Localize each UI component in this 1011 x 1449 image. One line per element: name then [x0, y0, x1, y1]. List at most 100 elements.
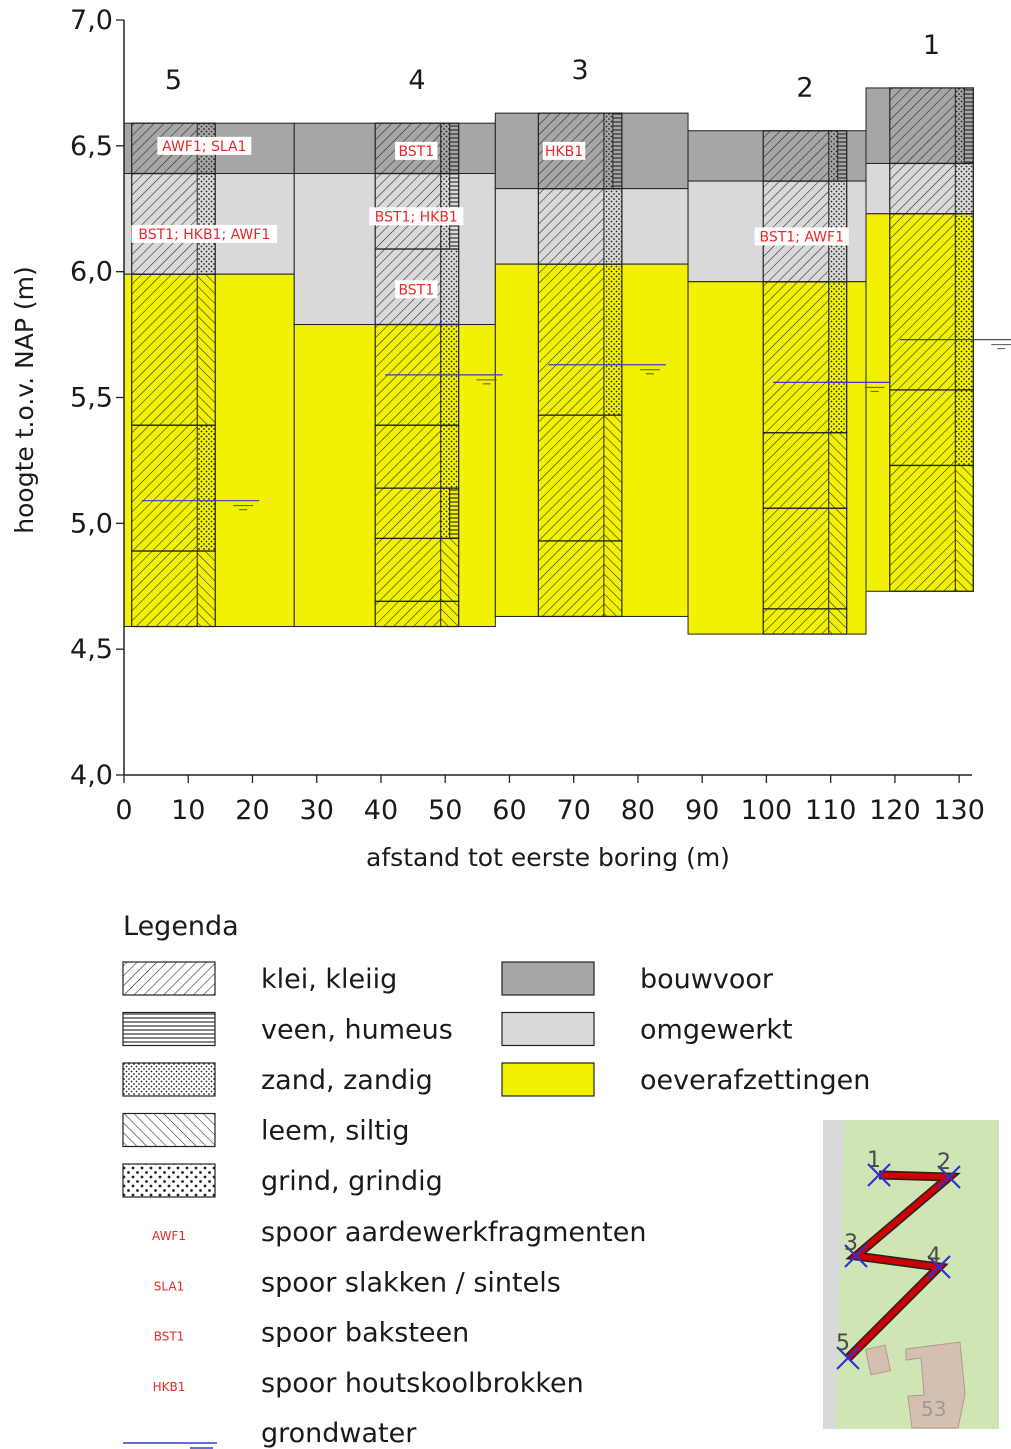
layer-main-klei: [538, 415, 604, 541]
map-building-small: [864, 1344, 892, 1376]
boring-5-layer-4: [131, 424, 216, 552]
map-point-cross: [927, 1255, 951, 1279]
boring-5-layer-5: [131, 550, 216, 628]
layer-side-zand: [828, 281, 847, 433]
layer-side-zand: [603, 188, 622, 265]
layer-main-klei: [763, 608, 829, 635]
groundwater-boring-4: [385, 374, 503, 385]
find-tag-background: [395, 141, 438, 160]
legend-code-SLA1: SLA1 spoor slakken / sintels: [154, 1267, 561, 1298]
legend: Legenda klei, kleiig veen, humeus zand, za…: [122, 911, 870, 1449]
layer-side-leem: [440, 538, 459, 602]
layer-main-klei: [131, 425, 198, 552]
soil-cross-section-chart: AWF1; SLA1 BST1; HKB1; AWF1 BST1 BST1; HKB1…: [10, 5, 1011, 872]
legend-swatch-zand: [122, 1062, 216, 1097]
layer-side-zand: [603, 113, 613, 189]
find-tag-text: AWF1; SLA1: [162, 139, 246, 155]
boring-labels: 5 4 3 2 1: [165, 30, 940, 104]
y-tick-label: 7,0: [70, 5, 113, 36]
layer-side-leem: [955, 465, 974, 592]
layer-side-zand: [955, 389, 974, 466]
map-point-cross: [836, 1346, 860, 1370]
find-tag-background: [131, 224, 278, 243]
map-building-house: [905, 1341, 966, 1429]
legend-unit-label: omgewerkt: [640, 1015, 793, 1046]
legend-unit-label: bouwvoor: [640, 964, 774, 995]
legend-unit-swatch: [501, 1062, 595, 1097]
map-point-cross: [937, 1165, 961, 1189]
legend-code-AWF1: AWF1 spoor aardewerkfragmenten: [152, 1217, 646, 1248]
layer-side-leem: [440, 601, 459, 627]
legend-title: Legenda: [123, 911, 239, 942]
groundwater-boring-5: [141, 500, 260, 511]
layer-main-klei: [889, 465, 956, 592]
groundwater-boring-1: [899, 339, 1011, 350]
map-point-label: 1: [867, 1148, 881, 1173]
boring-label-3: 3: [572, 55, 589, 86]
layer-outline: [762, 608, 848, 635]
x-tick-label: 40: [364, 795, 398, 826]
legend-label-zand: zand, zandig: [261, 1065, 433, 1096]
layer-main-klei: [889, 87, 956, 164]
legend-code-label: spoor houtskoolbrokken: [261, 1368, 584, 1399]
layer-main-klei: [763, 508, 829, 609]
layer-side-zand: [440, 488, 450, 539]
map-background: [823, 1120, 999, 1429]
map-road: [823, 1120, 845, 1429]
layer-main-klei: [889, 213, 956, 390]
find-tag-boring-2: BST1; AWF1: [754, 227, 849, 246]
boring-3-layer-5: [537, 540, 623, 618]
layer-main-klei: [131, 274, 198, 426]
x-tick-label: 130: [933, 795, 985, 826]
legend-unit-label: oeverafzettingen: [640, 1065, 870, 1096]
x-axis-title: afstand tot eerste boring (m): [366, 843, 730, 872]
layer-side-veen: [449, 488, 459, 539]
find-tag-background: [157, 136, 252, 155]
boring-2-layer-1: [762, 130, 848, 182]
legend-code-symbol: SLA1: [154, 1279, 184, 1293]
layer-side-leem: [603, 540, 622, 617]
legend-code-HKB1: HKB1 spoor houtskoolbrokken: [153, 1368, 584, 1399]
boring-5-layer-2: [131, 172, 216, 275]
legend-label-grondwater: grondwater: [261, 1418, 417, 1449]
legend-code-label: spoor aardewerkfragmenten: [261, 1217, 646, 1248]
find-tag-background: [542, 141, 586, 160]
legend-code-BST1: BST1 spoor baksteen: [154, 1318, 470, 1349]
x-tick-label: 100: [741, 795, 793, 826]
x-tick-label: 30: [300, 795, 334, 826]
boring-label-4: 4: [408, 65, 425, 96]
x-tick-label: 90: [685, 795, 719, 826]
layer-main-klei: [889, 163, 956, 214]
map-house-number: 53: [921, 1397, 946, 1421]
layer-outline: [537, 540, 623, 618]
find-tag-text: BST1: [398, 144, 434, 160]
y-tick-label: 4,5: [70, 634, 113, 665]
groundwater-boring-2: [773, 381, 891, 392]
layer-main-klei: [538, 540, 604, 617]
find-tag-background: [369, 207, 464, 226]
legend-item-leem: leem, siltig: [122, 1112, 410, 1148]
y-tick-label: 6,5: [70, 131, 113, 162]
layer-main-klei: [889, 389, 956, 466]
find-tag-text: BST1: [398, 282, 434, 298]
layer-side-leem: [828, 432, 847, 509]
map-point-2: 2: [937, 1150, 961, 1189]
legend-label-grind: grind, grindig: [261, 1166, 443, 1197]
boring-2-layer-6: [762, 608, 848, 635]
layer-main-klei: [375, 601, 441, 627]
boring-2-layer-4: [762, 432, 848, 509]
layer-side-leem: [828, 508, 847, 609]
x-tick-label: 110: [805, 795, 857, 826]
find-code-tags: AWF1; SLA1 BST1; HKB1; AWF1 BST1 BST1; HKB1…: [131, 136, 849, 299]
layer-main-klei: [375, 425, 441, 489]
find-tag-boring-4: BST1; HKB1: [369, 207, 464, 226]
layer-outline: [374, 600, 460, 628]
map-point-label: 5: [836, 1331, 850, 1356]
x-tick-label: 70: [557, 795, 591, 826]
boring-4-layer-3: [374, 248, 460, 326]
find-tag-text: BST1; HKB1; AWF1: [138, 227, 270, 243]
legend-code-symbol: BST1: [154, 1330, 185, 1344]
layer-outline: [131, 550, 216, 628]
boring-4-layer-7: [374, 537, 460, 602]
